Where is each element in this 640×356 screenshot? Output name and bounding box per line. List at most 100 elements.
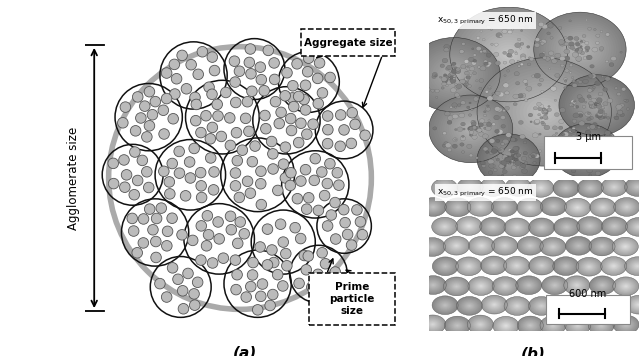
Circle shape [554,284,556,286]
Circle shape [577,258,601,275]
Circle shape [512,224,522,231]
Circle shape [573,204,582,211]
Circle shape [616,318,636,331]
Circle shape [245,44,255,54]
Circle shape [511,152,515,156]
Circle shape [506,157,511,162]
Circle shape [553,296,577,313]
Circle shape [424,87,429,91]
Circle shape [636,186,639,188]
Circle shape [594,127,597,130]
Circle shape [495,200,514,214]
Circle shape [476,36,480,40]
Circle shape [463,78,468,83]
Circle shape [481,245,483,247]
Circle shape [177,50,188,61]
Circle shape [449,71,459,79]
Circle shape [452,114,458,119]
Circle shape [441,185,448,190]
Circle shape [132,91,143,102]
Circle shape [451,321,463,330]
Circle shape [432,206,435,208]
Circle shape [574,323,581,328]
Circle shape [313,98,324,109]
Circle shape [602,284,604,286]
Circle shape [444,67,464,83]
Circle shape [422,317,444,332]
Circle shape [468,305,470,307]
Circle shape [611,56,616,61]
Circle shape [420,315,445,334]
Circle shape [612,225,617,228]
Circle shape [468,114,472,116]
Circle shape [467,265,471,268]
Circle shape [484,181,501,193]
Circle shape [487,183,499,191]
Circle shape [497,150,520,169]
Circle shape [584,222,596,230]
Circle shape [567,145,572,150]
Circle shape [543,115,548,119]
Circle shape [540,316,566,335]
Circle shape [624,246,627,247]
Circle shape [506,220,528,235]
Circle shape [556,180,577,196]
Circle shape [483,220,502,234]
Circle shape [595,241,609,252]
Circle shape [423,318,442,331]
Circle shape [584,150,588,152]
Circle shape [120,102,131,112]
Circle shape [285,113,296,124]
Circle shape [457,218,481,235]
Circle shape [559,108,566,112]
Circle shape [609,63,614,67]
Circle shape [529,325,531,326]
Circle shape [442,144,446,147]
Circle shape [582,262,596,272]
Circle shape [489,224,497,229]
Circle shape [469,154,473,157]
Circle shape [520,279,537,291]
Circle shape [577,207,579,209]
Circle shape [462,17,555,92]
Circle shape [552,59,557,63]
Circle shape [463,128,465,130]
Circle shape [471,121,475,124]
Circle shape [207,122,218,133]
Circle shape [509,59,515,64]
Circle shape [550,282,559,289]
Circle shape [503,83,509,88]
Circle shape [522,156,527,161]
Text: (a): (a) [233,345,257,356]
Circle shape [471,109,473,110]
Circle shape [568,42,574,47]
Circle shape [479,206,481,208]
Circle shape [317,88,328,98]
Circle shape [454,323,461,328]
Circle shape [579,99,580,100]
Circle shape [592,145,598,149]
Circle shape [451,241,462,250]
Circle shape [513,86,576,138]
Circle shape [522,280,536,290]
Circle shape [287,80,298,91]
Circle shape [465,82,467,84]
Circle shape [483,258,504,273]
Circle shape [479,51,483,53]
Circle shape [575,151,580,155]
Circle shape [554,297,575,313]
Circle shape [595,114,600,118]
Circle shape [496,158,500,161]
Circle shape [572,140,600,162]
Circle shape [568,137,604,165]
Circle shape [596,281,609,289]
Circle shape [532,162,536,164]
Circle shape [481,218,505,235]
Circle shape [515,184,522,189]
Circle shape [569,201,586,214]
Circle shape [521,239,540,252]
Circle shape [468,266,470,267]
Circle shape [549,281,561,289]
Circle shape [209,167,220,177]
Circle shape [548,203,558,210]
